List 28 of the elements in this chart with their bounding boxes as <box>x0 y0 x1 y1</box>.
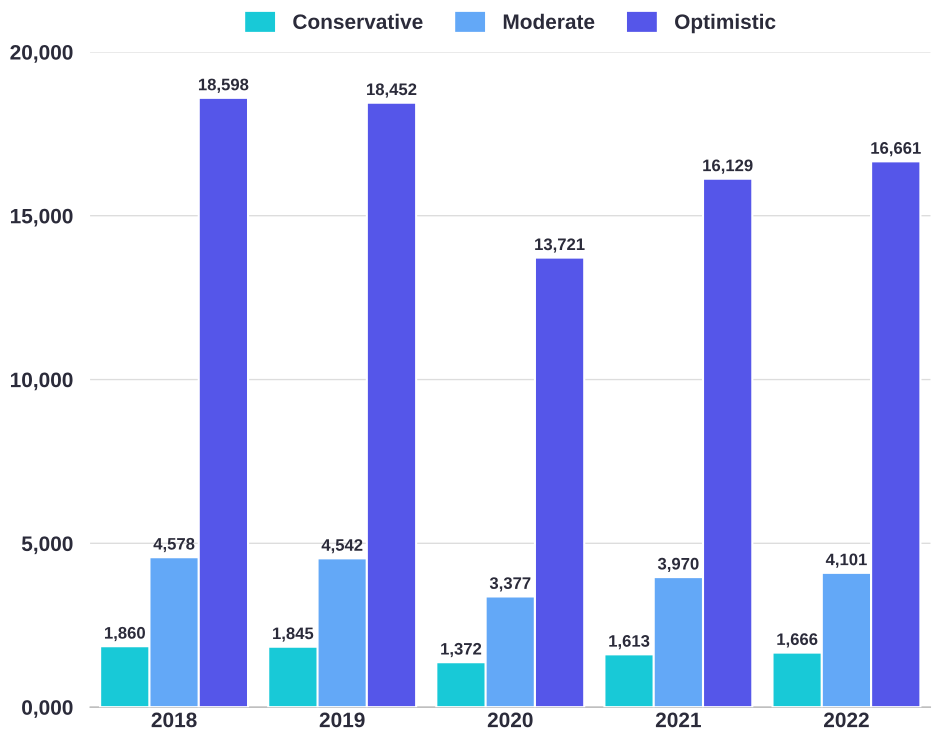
x-tick-label: 2021 <box>656 712 701 728</box>
legend-label: Conservative <box>293 14 423 30</box>
y-tick-label: 10,000 <box>10 372 73 390</box>
y-tick-label: 0,000 <box>22 700 73 718</box>
data-label: 4,542 <box>322 539 362 554</box>
x-tick-label: 2019 <box>320 712 365 728</box>
data-label: 18,452 <box>367 83 416 98</box>
y-tick-label: 15,000 <box>10 208 73 227</box>
y-tick-label: 20,000 <box>10 44 73 63</box>
data-label: 16,661 <box>871 142 921 156</box>
data-label: 1,845 <box>273 627 314 642</box>
data-label: 1,613 <box>609 635 650 650</box>
legend-label: Moderate <box>504 14 594 30</box>
data-label: 4,578 <box>153 538 194 552</box>
data-label: 1,666 <box>777 633 818 648</box>
data-label: 18,598 <box>198 78 248 93</box>
x-tick-label: 2018 <box>152 712 197 728</box>
x-tick-label: 2020 <box>488 712 533 728</box>
data-label: 16,129 <box>703 159 753 174</box>
x-tick-label: 2022 <box>824 712 869 728</box>
data-label: 1,372 <box>441 642 482 658</box>
data-label: 1,860 <box>104 626 145 642</box>
data-label: 3,970 <box>658 558 699 572</box>
data-label: 3,377 <box>490 577 530 592</box>
legend-label: Optimistic <box>675 14 776 34</box>
data-label: 13,721 <box>535 238 585 253</box>
y-tick-label: 5,000 <box>22 536 73 554</box>
data-label: 4,101 <box>826 554 867 568</box>
